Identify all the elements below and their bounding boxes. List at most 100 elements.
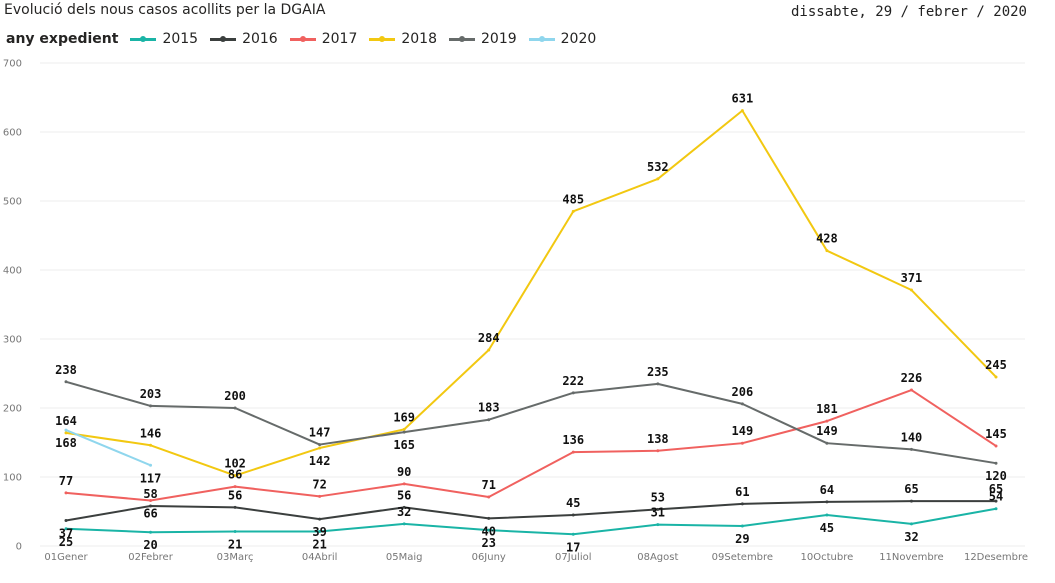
data-point-2016 bbox=[318, 517, 322, 521]
data-label-2017: 86 bbox=[228, 468, 242, 482]
data-point-2016 bbox=[571, 513, 575, 517]
y-tick-label: 700 bbox=[3, 59, 22, 70]
data-point-2019 bbox=[149, 404, 153, 408]
data-point-2018 bbox=[909, 288, 913, 292]
data-label-2018: 146 bbox=[140, 426, 162, 440]
data-point-2020 bbox=[149, 463, 153, 467]
chart-title: Evolució dels nous casos acollits per la… bbox=[4, 2, 326, 18]
legend-items: 2015 2016 2017 2018 2019 2020 bbox=[124, 31, 602, 47]
y-tick-label: 300 bbox=[3, 335, 22, 346]
data-point-2017 bbox=[64, 491, 68, 495]
x-tick-label: 05Maig bbox=[386, 552, 423, 563]
data-label-2015: 25 bbox=[59, 535, 73, 549]
data-point-2015 bbox=[233, 530, 237, 534]
data-label-2016: 56 bbox=[397, 488, 411, 502]
y-tick-label: 500 bbox=[3, 197, 22, 208]
data-point-2015 bbox=[994, 507, 998, 511]
data-label-2019: 238 bbox=[55, 363, 77, 377]
data-point-2015 bbox=[487, 528, 491, 532]
data-label-2016: 61 bbox=[735, 485, 749, 499]
data-point-2017 bbox=[825, 419, 829, 423]
data-label-2017: 77 bbox=[59, 474, 73, 488]
x-tick-label: 02Febrer bbox=[128, 552, 173, 563]
data-label-2017: 138 bbox=[647, 432, 669, 446]
data-label-2017: 66 bbox=[143, 506, 157, 520]
data-label-2020: 117 bbox=[140, 471, 162, 485]
legend-item-2019[interactable]: 2019 bbox=[449, 31, 517, 47]
data-point-2017 bbox=[571, 450, 575, 454]
data-point-2016 bbox=[994, 499, 998, 503]
data-label-2015: 21 bbox=[312, 538, 326, 552]
data-point-2017 bbox=[994, 444, 998, 448]
data-label-2017: 136 bbox=[562, 433, 584, 447]
data-point-2016 bbox=[233, 505, 237, 509]
data-point-2018 bbox=[740, 109, 744, 113]
data-label-2015: 29 bbox=[735, 532, 749, 546]
data-label-2018: 142 bbox=[309, 454, 331, 468]
data-label-2016: 65 bbox=[904, 482, 918, 496]
data-point-2015 bbox=[64, 527, 68, 531]
data-point-2015 bbox=[740, 524, 744, 528]
data-point-2017 bbox=[233, 485, 237, 489]
data-label-2016: 56 bbox=[228, 488, 242, 502]
data-label-2015: 32 bbox=[904, 530, 918, 544]
data-label-2017: 145 bbox=[985, 427, 1007, 441]
data-point-2016 bbox=[402, 505, 406, 509]
data-label-2019: 165 bbox=[393, 438, 415, 452]
series-line-2018 bbox=[65, 109, 997, 477]
data-label-2015: 23 bbox=[482, 536, 496, 550]
data-point-2019 bbox=[909, 447, 913, 451]
x-tick-label: 07Juliol bbox=[555, 552, 591, 563]
series-line-2020 bbox=[65, 429, 151, 467]
legend-title: any expedient bbox=[6, 31, 119, 47]
data-point-2018 bbox=[402, 427, 406, 431]
data-label-2017: 71 bbox=[482, 478, 496, 492]
legend-item-2018[interactable]: 2018 bbox=[369, 31, 437, 47]
data-point-2019 bbox=[656, 382, 660, 386]
x-tick-label: 03Març bbox=[217, 552, 254, 563]
data-point-2015 bbox=[656, 523, 660, 527]
data-label-2019: 147 bbox=[309, 426, 331, 440]
data-label-2016: 53 bbox=[651, 490, 665, 504]
data-point-2019 bbox=[64, 380, 68, 384]
legend-label: 2019 bbox=[481, 31, 517, 47]
legend-label: 2018 bbox=[401, 31, 437, 47]
data-label-2018: 102 bbox=[224, 457, 246, 471]
data-point-2019 bbox=[740, 402, 744, 406]
data-label-2019: 140 bbox=[901, 430, 923, 444]
data-point-2018 bbox=[318, 446, 322, 450]
data-point-2019 bbox=[825, 441, 829, 445]
y-tick-label: 100 bbox=[3, 473, 22, 484]
data-point-2020 bbox=[64, 428, 68, 432]
data-point-2016 bbox=[909, 499, 913, 503]
data-point-2015 bbox=[571, 532, 575, 536]
legend-item-2020[interactable]: 2020 bbox=[528, 31, 596, 47]
data-label-2017: 72 bbox=[312, 477, 326, 491]
x-tick-label: 09Setembre bbox=[712, 552, 773, 563]
data-label-2016: 40 bbox=[482, 524, 496, 538]
data-point-2019 bbox=[233, 406, 237, 410]
data-label-2019: 206 bbox=[732, 385, 754, 399]
data-point-2018 bbox=[149, 443, 153, 447]
legend-item-2015[interactable]: 2015 bbox=[130, 31, 198, 47]
data-label-2018: 428 bbox=[816, 232, 838, 246]
data-label-2019: 200 bbox=[224, 389, 246, 403]
legend-swatch-icon bbox=[528, 35, 555, 42]
data-label-2015: 31 bbox=[651, 506, 665, 520]
data-point-2015 bbox=[149, 530, 153, 534]
data-label-2019: 120 bbox=[985, 469, 1007, 483]
legend-swatch-icon bbox=[449, 35, 475, 42]
legend-item-2017[interactable]: 2017 bbox=[289, 31, 358, 47]
legend-label: 2017 bbox=[321, 31, 358, 47]
data-point-2018 bbox=[571, 209, 575, 213]
x-tick-label: 10Octubre bbox=[801, 552, 854, 563]
data-label-2018: 485 bbox=[562, 192, 584, 206]
data-point-2019 bbox=[571, 391, 575, 395]
data-label-2016: 37 bbox=[59, 526, 73, 540]
legend-item-2016[interactable]: 2016 bbox=[210, 31, 278, 47]
data-label-2017: 149 bbox=[732, 424, 754, 438]
data-label-2015: 32 bbox=[397, 505, 411, 519]
data-point-2015 bbox=[318, 530, 322, 534]
data-point-2016 bbox=[64, 518, 68, 522]
